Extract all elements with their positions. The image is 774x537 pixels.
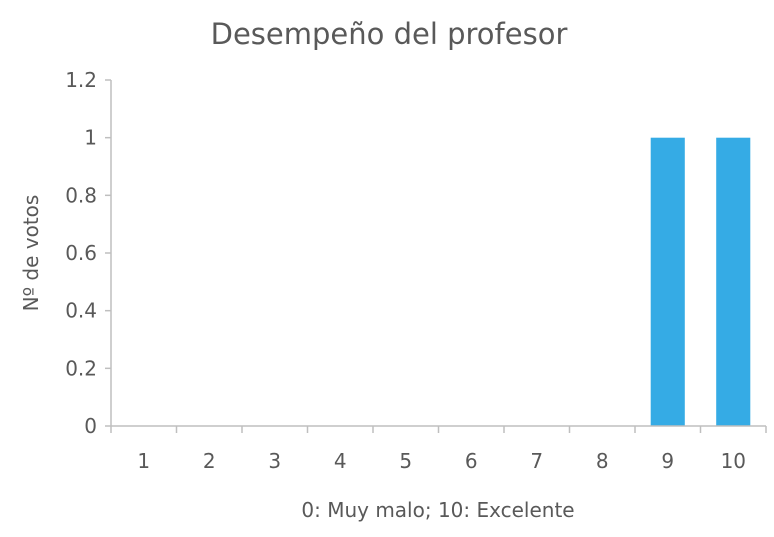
x-tick-label: 1 — [137, 449, 150, 473]
y-axis-label: Nº de votos — [19, 195, 43, 312]
x-tick-label: 6 — [465, 449, 478, 473]
y-tick-label: 0.8 — [65, 183, 97, 207]
bar-10 — [716, 137, 751, 426]
y-tick-label: 0.4 — [65, 299, 97, 323]
x-tick-label: 3 — [268, 449, 281, 473]
x-tick-label: 9 — [661, 449, 674, 473]
bar-9 — [650, 137, 685, 426]
x-tick-label: 5 — [399, 449, 412, 473]
x-axis-label: 0: Muy malo; 10: Excelente — [301, 498, 574, 522]
x-tick-label: 2 — [203, 449, 216, 473]
y-tick-label: 0.6 — [65, 241, 97, 265]
plot-area: 0 0.2 0.4 0.6 0.8 1 1.2 1 2 3 4 5 6 7 8 9 10 — [65, 68, 767, 473]
x-tick-label: 8 — [596, 449, 609, 473]
x-tick-label: 4 — [334, 449, 347, 473]
y-tick-label: 0.2 — [65, 356, 97, 380]
y-tick-label: 0 — [84, 414, 97, 438]
y-tick-label: 1.2 — [65, 68, 97, 92]
x-tick-label: 7 — [530, 449, 543, 473]
x-tick-label: 10 — [721, 449, 746, 473]
chart-title: Desempeño del profesor — [211, 17, 568, 51]
y-tick-label: 1 — [84, 126, 97, 150]
